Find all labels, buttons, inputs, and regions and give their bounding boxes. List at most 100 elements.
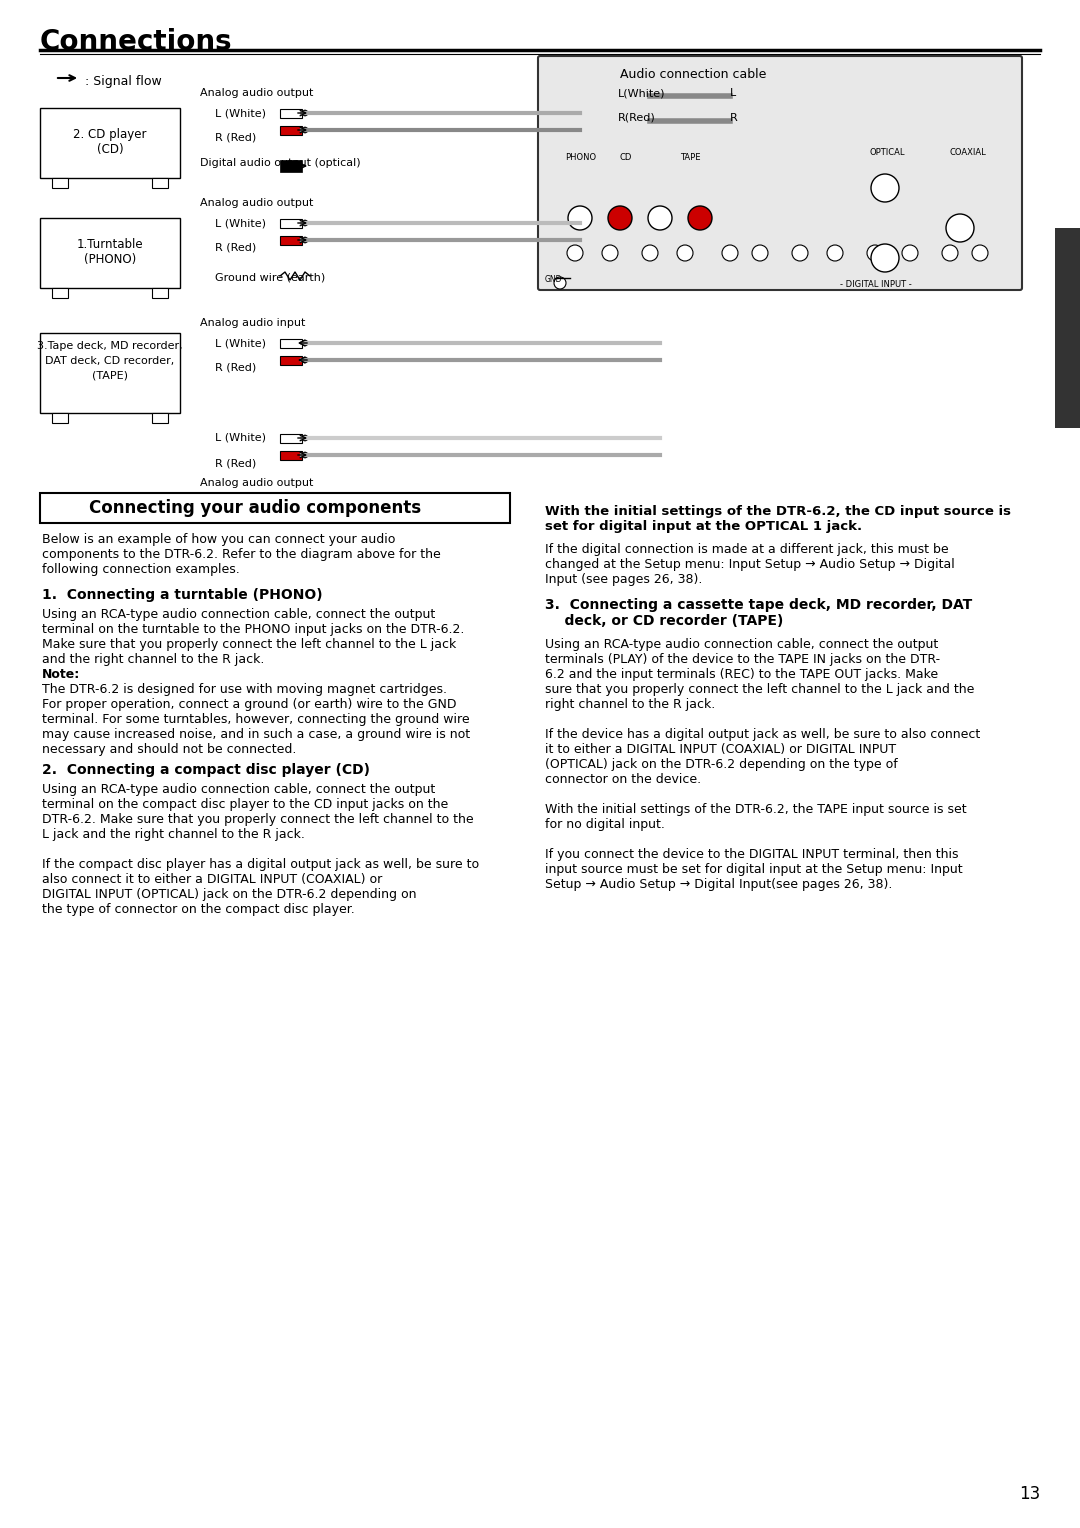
Circle shape (302, 237, 308, 243)
Circle shape (648, 206, 672, 231)
Circle shape (302, 127, 308, 133)
Text: Analog audio input: Analog audio input (200, 318, 306, 329)
Bar (280, 235, 302, 244)
Bar (280, 160, 302, 173)
Bar (280, 356, 302, 365)
Text: 2. CD player: 2. CD player (73, 128, 147, 141)
Text: Audio connection cable: Audio connection cable (620, 69, 767, 81)
Bar (622, 116, 650, 125)
Bar (730, 116, 758, 125)
Bar (52, 413, 68, 423)
Text: GND: GND (545, 275, 563, 284)
Circle shape (688, 206, 712, 231)
Circle shape (867, 244, 883, 261)
Text: R (Red): R (Red) (215, 364, 256, 373)
Text: 3.Tape deck, MD recorder,: 3.Tape deck, MD recorder, (37, 341, 183, 351)
Bar (52, 287, 68, 298)
Circle shape (752, 244, 768, 261)
Circle shape (302, 110, 308, 116)
Text: R (Red): R (Red) (215, 243, 256, 254)
Text: L(White): L(White) (618, 89, 665, 98)
Text: : Signal flow: : Signal flow (85, 75, 162, 89)
Text: If the digital connection is made at a different jack, this must be
changed at t: If the digital connection is made at a d… (545, 542, 955, 587)
Text: COAXIAL: COAXIAL (950, 148, 987, 157)
Bar (280, 339, 302, 347)
Circle shape (902, 244, 918, 261)
Bar (280, 434, 302, 443)
Bar (40, 333, 180, 413)
Circle shape (302, 452, 308, 458)
Text: 1.  Connecting a turntable (PHONO): 1. Connecting a turntable (PHONO) (42, 588, 323, 602)
Circle shape (642, 244, 658, 261)
Circle shape (567, 244, 583, 261)
Circle shape (302, 220, 308, 226)
Bar (280, 108, 302, 118)
Text: L (White): L (White) (215, 219, 266, 228)
Circle shape (608, 206, 632, 231)
Bar (152, 287, 168, 298)
Bar (52, 177, 68, 188)
Circle shape (827, 244, 843, 261)
Text: DAT deck, CD recorder,: DAT deck, CD recorder, (45, 356, 175, 367)
Text: Using an RCA-type audio connection cable, connect the output
terminal on the tur: Using an RCA-type audio connection cable… (42, 608, 464, 666)
Circle shape (758, 93, 764, 99)
Circle shape (972, 244, 988, 261)
Text: 2.  Connecting a compact disc player (CD): 2. Connecting a compact disc player (CD) (42, 762, 370, 778)
Bar (152, 413, 168, 423)
Bar (1055, 228, 1080, 428)
Circle shape (650, 93, 656, 99)
Text: Analog audio output: Analog audio output (200, 199, 313, 208)
Text: Connections: Connections (40, 28, 232, 57)
Text: Analog audio output: Analog audio output (200, 89, 313, 98)
Text: R: R (730, 113, 738, 122)
Bar (280, 219, 302, 228)
Text: (PHONO): (PHONO) (84, 254, 136, 266)
Circle shape (650, 118, 656, 124)
Text: (TAPE): (TAPE) (92, 371, 129, 380)
Text: Digital audio output (optical): Digital audio output (optical) (200, 157, 361, 168)
Text: OPTICAL: OPTICAL (870, 148, 905, 157)
Text: With the initial settings of the DTR-6.2, the CD input source is
set for digital: With the initial settings of the DTR-6.2… (545, 504, 1011, 533)
Bar (40, 494, 510, 523)
Text: (CD): (CD) (97, 144, 123, 156)
Text: 13: 13 (1018, 1485, 1040, 1504)
Text: L: L (730, 89, 737, 98)
Circle shape (602, 244, 618, 261)
Bar (280, 451, 302, 460)
Circle shape (792, 244, 808, 261)
Circle shape (677, 244, 693, 261)
Text: L (White): L (White) (215, 338, 266, 348)
Text: Analog audio output: Analog audio output (200, 478, 313, 487)
Text: PHONO: PHONO (565, 153, 596, 162)
Text: Below is an example of how you can connect your audio
components to the DTR-6.2.: Below is an example of how you can conne… (42, 533, 441, 576)
Circle shape (942, 244, 958, 261)
Circle shape (568, 206, 592, 231)
Text: R (Red): R (Red) (215, 133, 256, 144)
Text: Using an RCA-type audio connection cable, connect the output
terminals (PLAY) of: Using an RCA-type audio connection cable… (545, 639, 981, 891)
Circle shape (870, 244, 899, 272)
Text: - DIGITAL INPUT -: - DIGITAL INPUT - (840, 280, 912, 289)
Bar (730, 92, 758, 101)
Circle shape (946, 214, 974, 241)
Text: Ground wire (earth): Ground wire (earth) (215, 274, 325, 283)
Circle shape (302, 358, 308, 364)
Circle shape (554, 277, 566, 289)
Text: Connecting your audio components: Connecting your audio components (89, 500, 421, 516)
Text: Using an RCA-type audio connection cable, connect the output
terminal on the com: Using an RCA-type audio connection cable… (42, 782, 480, 915)
Text: TAPE: TAPE (680, 153, 701, 162)
Text: The DTR-6.2 is designed for use with moving magnet cartridges.
For proper operat: The DTR-6.2 is designed for use with mov… (42, 683, 470, 756)
Bar (152, 177, 168, 188)
Circle shape (758, 118, 764, 124)
Circle shape (723, 244, 738, 261)
Text: CD: CD (620, 153, 633, 162)
Text: R (Red): R (Red) (215, 458, 256, 468)
Text: Note:: Note: (42, 668, 80, 681)
Bar (622, 92, 650, 101)
FancyBboxPatch shape (538, 57, 1022, 290)
Circle shape (302, 435, 308, 442)
Bar (40, 219, 180, 287)
Text: R(Red): R(Red) (618, 113, 656, 122)
Circle shape (302, 341, 308, 345)
Bar (280, 125, 302, 134)
Circle shape (870, 174, 899, 202)
